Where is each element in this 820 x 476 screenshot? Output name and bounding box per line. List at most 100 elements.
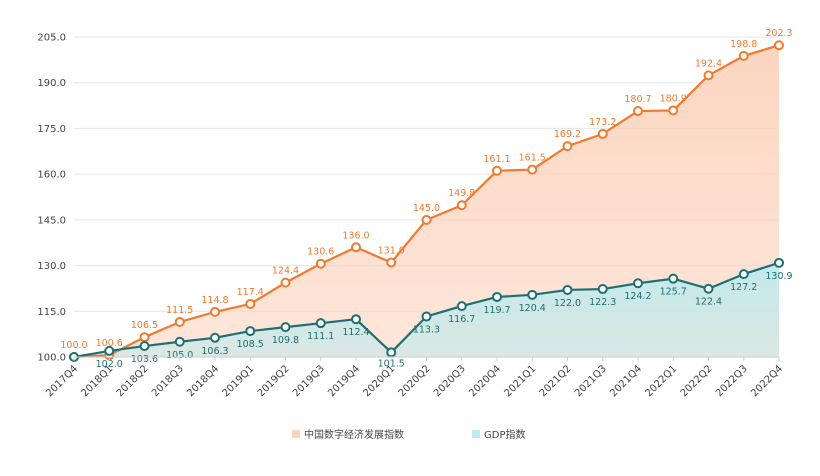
point-series-1	[139, 341, 150, 352]
y-tick-label: 115.0	[37, 307, 66, 318]
point-series-1	[633, 278, 643, 289]
point-series-0	[386, 257, 397, 268]
data-label-series-0: 136.0	[342, 230, 369, 241]
point-series-1	[668, 273, 679, 284]
point-series-0	[527, 164, 538, 175]
y-tick-label: 175.0	[37, 124, 66, 135]
area-series-0	[74, 45, 779, 357]
point-series-0	[774, 40, 784, 51]
legend-swatch-digital-economy	[292, 430, 300, 438]
data-label-series-0: 130.6	[307, 247, 334, 258]
x-tick-label: 2017Q4	[44, 363, 80, 399]
x-tick-label: 2022Q1	[644, 363, 680, 399]
point-series-0	[245, 298, 256, 309]
point-series-1	[703, 283, 714, 294]
data-label-series-0: 111.5	[166, 305, 193, 316]
data-label-series-1: 111.1	[307, 331, 334, 342]
legend-label-gdp: GDP指数	[484, 428, 525, 441]
data-label-series-0: 100.0	[60, 340, 87, 351]
point-series-0	[315, 258, 326, 269]
data-label-series-0: 192.4	[695, 58, 722, 69]
x-tick-label: 2022Q3	[714, 363, 750, 399]
point-series-0	[633, 106, 643, 117]
point-series-0	[738, 50, 749, 61]
data-label-series-1: 113.3	[413, 324, 440, 335]
data-label-series-1: 116.7	[448, 314, 475, 325]
data-label-series-1: 102.0	[96, 359, 123, 370]
point-series-1	[421, 311, 432, 322]
x-tick-label: 2021Q4	[608, 363, 644, 399]
data-label-series-0: 202.3	[765, 28, 792, 39]
data-label-series-1: 120.4	[519, 303, 546, 314]
point-series-1	[245, 326, 256, 337]
point-series-1	[210, 332, 220, 343]
x-tick-label: 2019Q1	[221, 363, 257, 399]
data-label-series-1: 122.0	[554, 298, 581, 309]
data-label-series-0: 100.6	[96, 338, 123, 349]
y-tick-label: 100.0	[37, 353, 66, 364]
point-series-1	[527, 289, 538, 300]
point-series-1	[492, 291, 502, 302]
point-series-0	[597, 128, 608, 139]
point-series-1	[315, 318, 326, 329]
y-tick-label: 130.0	[37, 261, 66, 272]
data-label-series-0: 169.2	[554, 129, 581, 140]
x-tick-label: 2019Q2	[256, 363, 292, 399]
data-label-series-0: 145.0	[413, 203, 440, 214]
data-label-series-1: 122.3	[589, 297, 616, 308]
data-label-series-1: 101.5	[378, 358, 405, 369]
point-series-1	[174, 336, 185, 347]
data-label-series-0: 124.4	[272, 266, 299, 277]
data-label-series-0: 106.5	[131, 320, 158, 331]
y-tick-label: 205.0	[37, 33, 66, 44]
data-label-series-1: 109.8	[272, 335, 299, 346]
data-label-series-1: 119.7	[483, 305, 510, 316]
data-label-series-0: 161.1	[483, 154, 510, 165]
point-series-0	[351, 242, 361, 253]
data-label-series-1: 127.2	[730, 282, 757, 293]
legend-label-digital-economy: 中国数字经济发展指数	[304, 428, 404, 441]
data-label-series-0: 131.0	[378, 246, 405, 257]
point-series-1	[774, 257, 784, 268]
x-tick-label: 2021Q3	[573, 363, 609, 399]
x-tick-label: 2022Q4	[749, 363, 785, 399]
data-points	[69, 40, 784, 362]
data-label-series-0: 180.9	[660, 93, 687, 104]
x-tick-label: 2021Q2	[538, 363, 574, 399]
x-tick-label: 2022Q2	[679, 363, 715, 399]
point-series-0	[562, 141, 573, 152]
point-series-0	[174, 316, 185, 327]
y-axis: 100.0 115.0 130.0 145.0 160.0 175.0 190.0 205.0	[37, 33, 66, 364]
point-series-1	[351, 314, 361, 325]
point-series-0	[456, 200, 467, 211]
point-series-1	[738, 269, 749, 280]
point-series-0	[492, 165, 502, 176]
point-series-0	[210, 306, 220, 317]
data-label-series-1: 130.9	[765, 271, 792, 282]
data-label-series-0: 180.7	[624, 94, 651, 105]
data-label-series-1: 125.7	[660, 287, 687, 298]
data-label-series-0: 117.4	[237, 287, 264, 298]
x-tick-label: 2019Q3	[291, 363, 327, 399]
point-series-1	[386, 347, 397, 358]
point-series-0	[421, 214, 432, 225]
y-tick-label: 190.0	[37, 78, 66, 89]
point-series-1	[562, 284, 573, 295]
data-label-series-1: 122.4	[695, 297, 722, 308]
y-tick-label: 160.0	[37, 170, 66, 181]
point-series-0	[280, 277, 291, 288]
data-label-series-1: 112.4	[342, 327, 369, 338]
data-label-series-0: 173.2	[589, 117, 616, 128]
data-label-series-0: 149.8	[448, 188, 475, 199]
point-series-1	[104, 345, 115, 356]
point-series-1	[597, 284, 608, 295]
x-tick-label: 2018Q3	[150, 363, 186, 399]
x-tick-label: 2018Q4	[185, 363, 221, 399]
legend: 中国数字经济发展指数 GDP指数	[292, 428, 525, 441]
x-tick-label: 2020Q3	[432, 363, 468, 399]
x-tick-label: 2020Q4	[467, 363, 503, 399]
data-labels: 100.0 100.6 106.5 111.5 114.8 117.4 124.4 130.6…	[60, 28, 792, 370]
data-label-series-1: 108.5	[237, 339, 264, 350]
x-tick-label: 2019Q4	[326, 363, 362, 399]
